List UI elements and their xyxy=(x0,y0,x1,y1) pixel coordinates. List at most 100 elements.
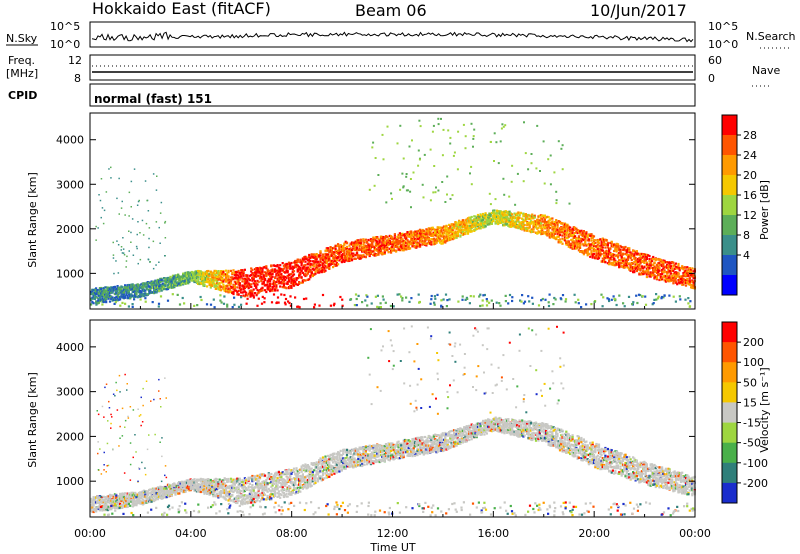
range-cell xyxy=(587,252,591,255)
range-cell xyxy=(111,286,114,290)
range-cell xyxy=(129,297,132,300)
range-cell xyxy=(126,295,129,298)
range-cell xyxy=(260,270,263,273)
range-cell xyxy=(141,293,144,296)
range-cell xyxy=(247,284,250,287)
range-cell xyxy=(672,261,675,264)
range-cell xyxy=(270,264,273,267)
nsky-label: N.Sky xyxy=(6,32,38,45)
range-cell xyxy=(139,286,142,289)
range-cell xyxy=(189,272,192,275)
range-cell xyxy=(102,298,105,301)
range-cell xyxy=(306,270,309,273)
range-cell xyxy=(200,271,204,274)
range-cell xyxy=(93,288,96,291)
range-cell xyxy=(234,273,238,277)
range-cell xyxy=(202,271,205,274)
range-cell xyxy=(164,287,167,291)
range-cell xyxy=(303,279,306,282)
range-cell xyxy=(267,285,270,288)
range-cell xyxy=(584,242,587,245)
range-cell xyxy=(567,235,570,238)
range-cell xyxy=(384,301,387,304)
range-cell xyxy=(294,265,297,268)
range-cell xyxy=(495,212,499,215)
range-cell xyxy=(222,288,225,291)
range-cell xyxy=(130,293,133,296)
range-cell xyxy=(212,274,215,277)
range-cell xyxy=(93,291,96,295)
range-cell xyxy=(110,291,113,294)
range-cell xyxy=(295,263,298,266)
range-cell xyxy=(255,271,258,274)
range-cell xyxy=(158,284,161,287)
range-cell xyxy=(209,278,212,281)
range-cell xyxy=(173,277,176,280)
range-cell xyxy=(125,291,128,294)
range-cell xyxy=(229,290,233,293)
range-cell xyxy=(168,280,171,283)
range-cell xyxy=(98,287,101,290)
range-cell xyxy=(243,287,246,290)
range-cell xyxy=(553,224,556,227)
range-cell xyxy=(135,291,138,294)
range-cell xyxy=(282,286,285,289)
range-cell xyxy=(145,281,148,284)
range-cell xyxy=(257,270,260,273)
range-cell xyxy=(484,216,487,219)
range-cell xyxy=(241,291,244,294)
range-cell xyxy=(145,287,148,290)
range-cell xyxy=(135,286,138,289)
range-cell xyxy=(653,261,656,264)
range-cell xyxy=(481,299,484,302)
range-cell xyxy=(274,268,277,271)
range-cell xyxy=(281,278,284,282)
range-cell xyxy=(628,247,631,250)
range-cell xyxy=(257,280,260,283)
range-cell xyxy=(281,275,284,278)
range-cell xyxy=(282,284,285,287)
range-cell xyxy=(231,291,234,294)
range-cell xyxy=(216,276,219,279)
range-cell xyxy=(242,285,245,288)
range-cell xyxy=(190,279,193,282)
range-cell xyxy=(412,236,415,239)
range-cell xyxy=(231,271,234,274)
range-cell xyxy=(226,303,229,306)
range-cell xyxy=(314,270,317,273)
range-cell xyxy=(177,278,180,281)
range-cell xyxy=(241,271,244,274)
range-cell xyxy=(250,289,253,292)
range-cell xyxy=(275,280,278,283)
range-cell xyxy=(188,280,191,284)
range-cell xyxy=(226,289,229,292)
range-cell xyxy=(596,247,599,250)
range-cell xyxy=(197,282,200,285)
range-cell xyxy=(197,279,200,282)
range-cell xyxy=(228,291,231,294)
range-cell xyxy=(216,281,219,284)
range-cell xyxy=(98,300,101,303)
range-cell xyxy=(91,300,94,304)
range-cell xyxy=(464,232,467,235)
range-cell xyxy=(304,260,307,263)
range-cell xyxy=(265,290,268,294)
range-cell xyxy=(577,235,580,238)
range-cell xyxy=(194,271,197,274)
range-cell xyxy=(418,300,421,304)
range-cell xyxy=(115,290,118,293)
range-cell xyxy=(141,282,144,285)
range-cell xyxy=(551,217,554,220)
range-cell xyxy=(100,292,103,295)
range-cell xyxy=(197,273,200,276)
range-cell xyxy=(92,302,95,305)
range-cell xyxy=(596,245,599,249)
range-cell xyxy=(376,240,379,243)
range-cell xyxy=(251,276,254,279)
range-cell xyxy=(168,286,171,289)
range-cell xyxy=(232,286,235,289)
range-cell xyxy=(597,257,601,260)
range-cell xyxy=(121,286,124,289)
range-cell xyxy=(148,285,151,288)
range-cell xyxy=(226,274,229,277)
